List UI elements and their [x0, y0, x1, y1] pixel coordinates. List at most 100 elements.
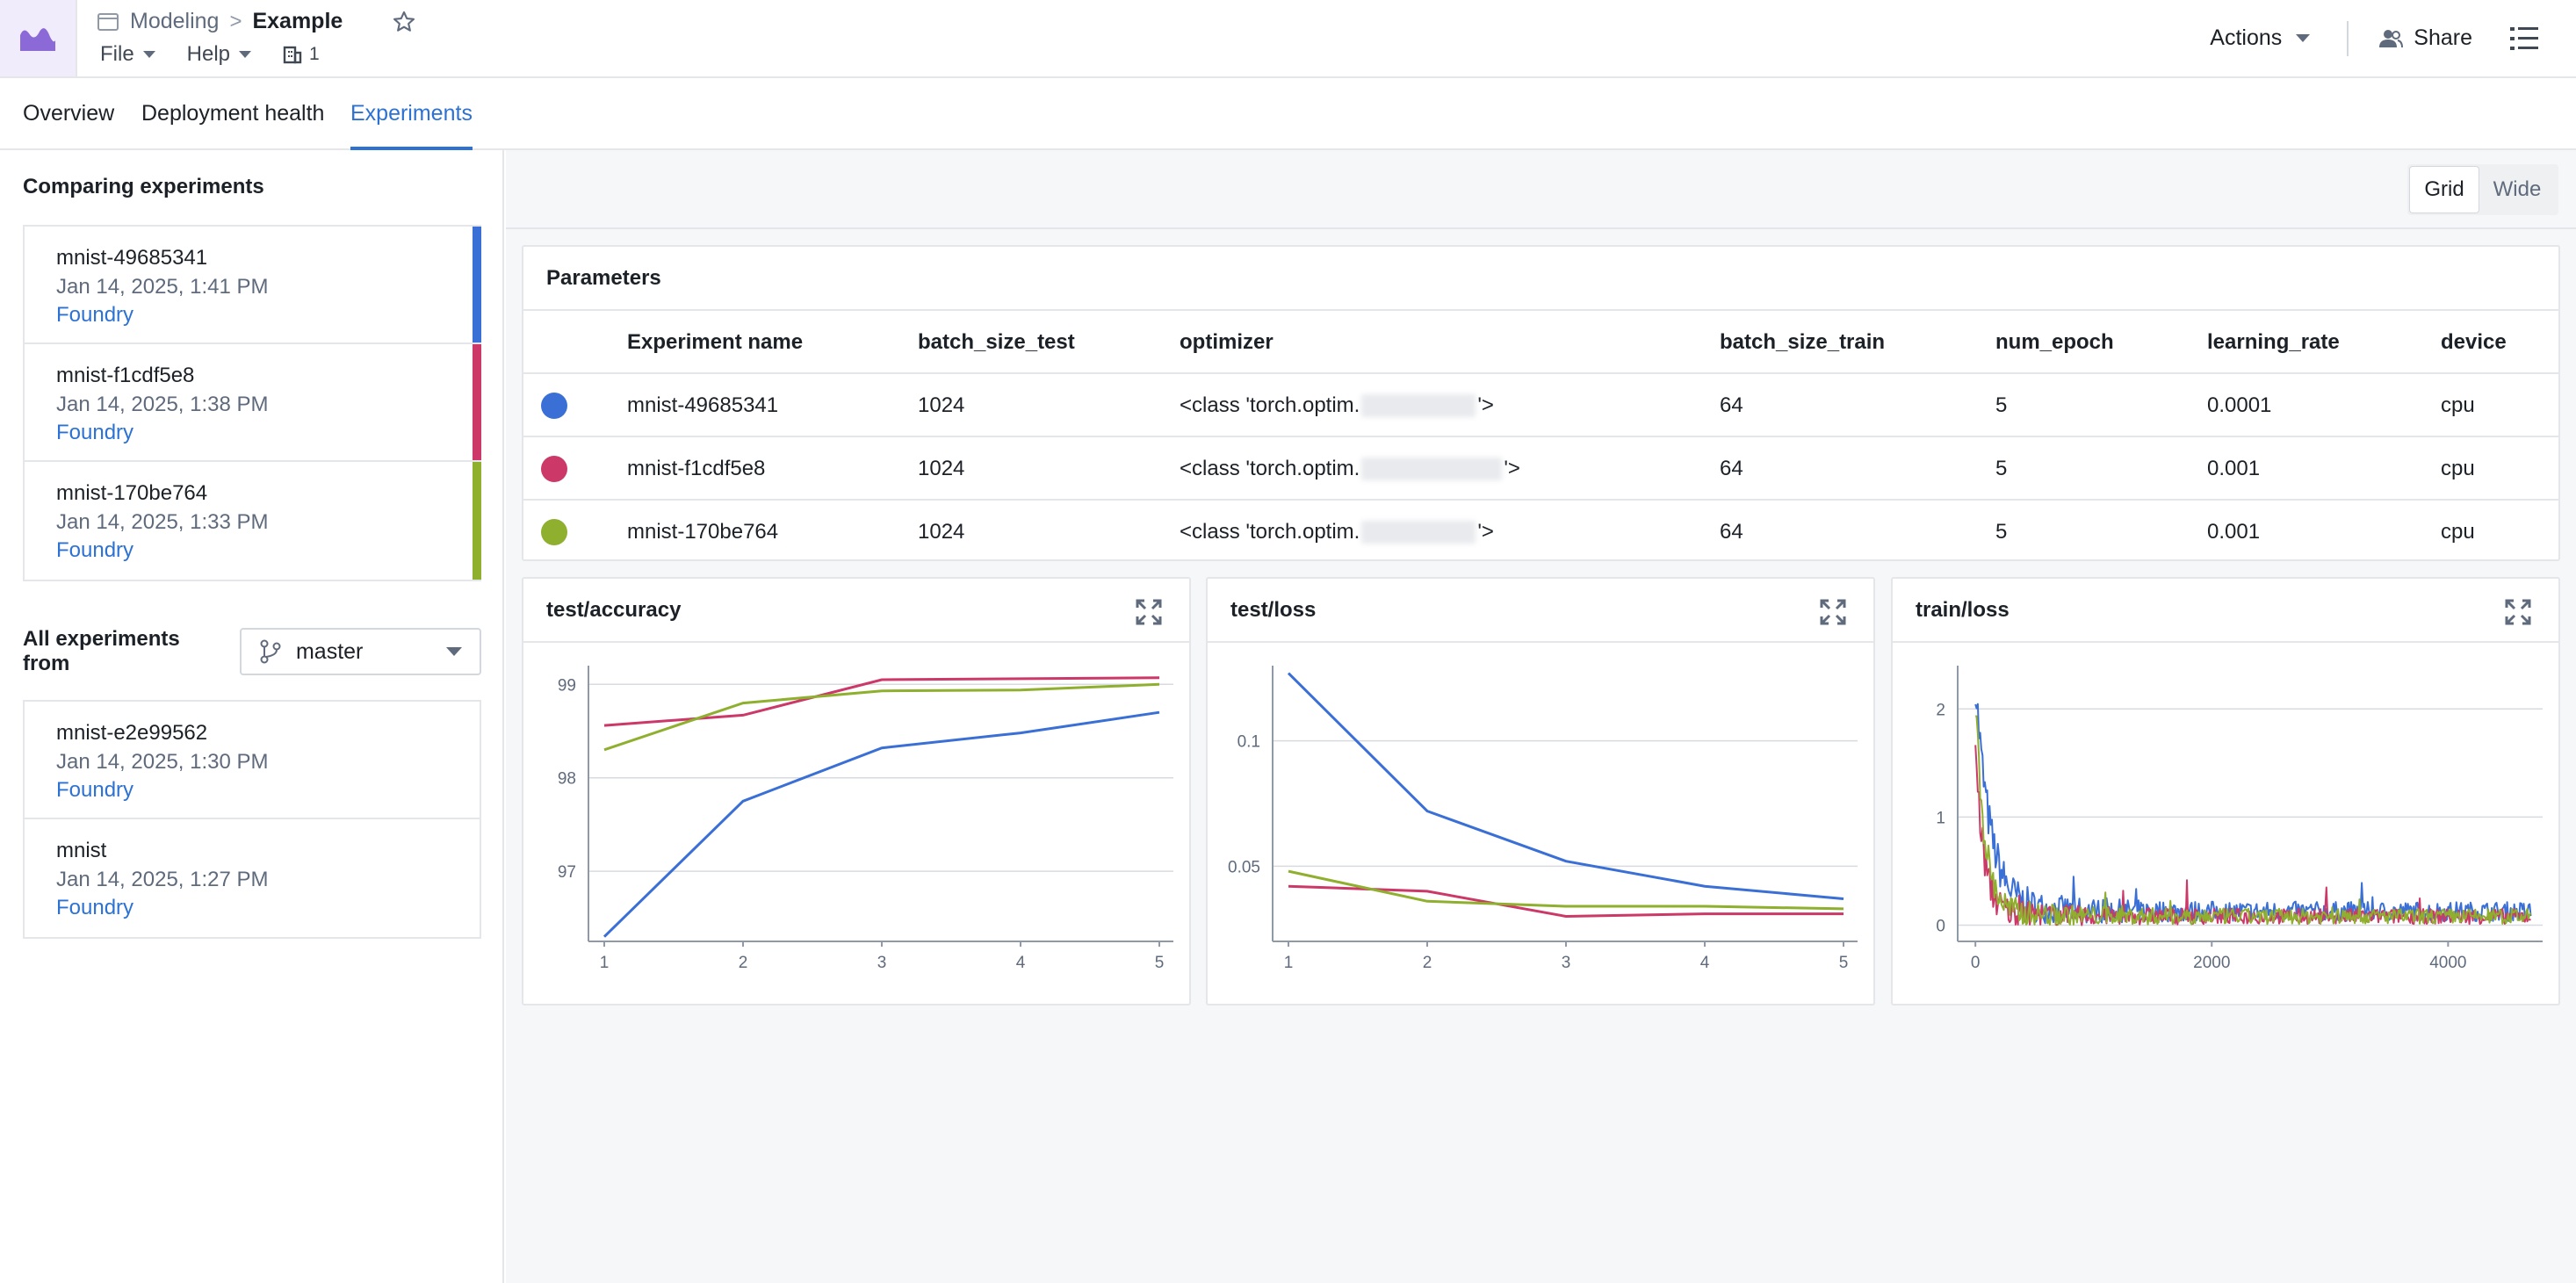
help-menu[interactable]: Help [186, 42, 252, 67]
test-loss-chart[interactable]: 0.05 0.1 1 2 3 4 5 [1208, 643, 1873, 1004]
branch-select[interactable]: master [239, 628, 481, 675]
share-button[interactable]: Share [2378, 25, 2472, 51]
series-color-bar [473, 227, 481, 342]
breadcrumb-module[interactable]: Modeling [130, 9, 220, 33]
x-tick-label: 4 [1700, 954, 1710, 972]
divider [523, 309, 2558, 311]
batch-size-train-cell: 64 [1720, 520, 1743, 544]
optimizer-suffix: '> [1477, 520, 1494, 544]
series-line[interactable] [1974, 703, 2532, 925]
experiment-source-link[interactable]: Foundry [56, 421, 134, 444]
x-tick-label: 2 [739, 954, 748, 972]
experiment-date: Jan 14, 2025, 1:27 PM [56, 868, 269, 891]
column-header: Experiment name [627, 330, 804, 354]
optimizer-cell: <class 'torch.optim. '> [1180, 374, 1494, 437]
experiment-name-cell: mnist-170be764 [627, 520, 779, 544]
properties-list-icon [2510, 26, 2538, 50]
table-row[interactable]: mnist-f1cdf5e8 1024 <class 'torch.optim.… [523, 437, 2558, 501]
experiment-source-link[interactable]: Foundry [56, 778, 134, 802]
star-icon[interactable] [392, 10, 416, 34]
comparing-heading: Comparing experiments [23, 175, 264, 198]
experiment-item[interactable]: mnist-e2e99562 Jan 14, 2025, 1:30 PM Fou… [25, 702, 480, 819]
top-bar: Modeling > Example File Help 1 Actions [0, 0, 2576, 78]
tab-overview[interactable]: Overview [23, 101, 115, 126]
learning-rate-cell: 0.0001 [2207, 393, 2272, 417]
divider [1208, 641, 1873, 643]
series-line[interactable] [603, 710, 1160, 938]
modeling-app-icon [20, 27, 55, 51]
file-menu[interactable]: File [100, 42, 155, 67]
optimizer-prefix: <class 'torch.optim. [1180, 393, 1360, 417]
batch-size-test-cell: 1024 [918, 457, 965, 480]
column-header: batch_size_test [918, 330, 1075, 354]
y-tick-label: 0 [1936, 918, 1945, 936]
tab-deployment-health[interactable]: Deployment health [141, 101, 325, 126]
x-tick-label: 5 [1839, 954, 1849, 972]
experiment-name: mnist-e2e99562 [56, 721, 208, 745]
test-accuracy-chart[interactable]: 97 98 99 1 2 3 4 5 [523, 643, 1189, 1004]
column-header: num_epoch [1995, 330, 2114, 354]
series-line[interactable] [1288, 884, 1844, 919]
caret-down-icon [446, 647, 462, 656]
view-toggle: Grid Wide [2407, 164, 2558, 215]
train-loss-chart[interactable]: 0 1 2 0 2000 4000 [1893, 643, 2558, 1004]
series-color-dot [541, 393, 567, 419]
experiment-date: Jan 14, 2025, 1:41 PM [56, 275, 269, 299]
expand-icon[interactable] [1819, 598, 1847, 626]
experiments-sidebar: Comparing experiments mnist-49685341 Jan… [0, 150, 504, 1283]
experiment-name-cell: mnist-f1cdf5e8 [627, 457, 766, 480]
chart-panel-test-loss: test/loss 0.05 0.1 1 2 3 4 5 [1206, 577, 1875, 1005]
experiment-source-link[interactable]: Foundry [56, 896, 134, 919]
help-menu-label: Help [186, 42, 231, 66]
x-tick-label: 4000 [2429, 954, 2466, 972]
people-icon [2379, 29, 2404, 47]
optimizer-suffix: '> [1504, 457, 1520, 480]
comparing-item[interactable]: mnist-170be764 Jan 14, 2025, 1:33 PM Fou… [25, 462, 481, 580]
expand-icon[interactable] [1135, 598, 1163, 626]
comparing-item[interactable]: mnist-f1cdf5e8 Jan 14, 2025, 1:38 PM Fou… [25, 344, 481, 462]
experiment-item[interactable]: mnist Jan 14, 2025, 1:27 PM Foundry [25, 819, 480, 937]
wide-view-button[interactable]: Wide [2493, 177, 2542, 201]
y-tick-label: 0.1 [1237, 733, 1260, 752]
experiment-date: Jan 14, 2025, 1:33 PM [56, 510, 269, 534]
properties-button[interactable] [2509, 25, 2539, 52]
series-line[interactable] [1287, 672, 1844, 900]
series-line[interactable] [1975, 715, 2532, 926]
series-color-dot [541, 519, 567, 545]
y-tick-label: 2 [1936, 701, 1945, 719]
device-cell: cpu [2441, 457, 2475, 480]
x-tick-label: 2 [1423, 954, 1432, 972]
batch-size-test-cell: 1024 [918, 520, 965, 544]
series-line[interactable] [603, 682, 1160, 752]
series-color-cell [541, 437, 567, 501]
comparing-item[interactable]: mnist-49685341 Jan 14, 2025, 1:41 PM Fou… [25, 227, 481, 344]
experiment-name: mnist-49685341 [56, 246, 208, 270]
grid-view-button[interactable]: Grid [2410, 167, 2479, 213]
experiment-source-link[interactable]: Foundry [56, 303, 134, 327]
tab-experiments[interactable]: Experiments [350, 101, 473, 150]
experiment-source-link[interactable]: Foundry [56, 538, 134, 562]
y-tick-label: 97 [558, 863, 576, 882]
table-row[interactable]: mnist-49685341 1024 <class 'torch.optim.… [523, 374, 2558, 437]
device-cell: cpu [2441, 520, 2475, 544]
num-epoch-cell: 5 [1995, 457, 2008, 480]
actions-button[interactable]: Actions [2210, 25, 2311, 51]
y-tick-label: 99 [558, 676, 576, 695]
all-experiments-row: All experiments from master [23, 627, 481, 676]
expand-icon[interactable] [2504, 598, 2532, 626]
series-color-bar [473, 462, 481, 580]
organization-count: 1 [309, 44, 320, 64]
organization-badge[interactable]: 1 [283, 44, 320, 65]
app-logo[interactable] [0, 0, 77, 76]
x-tick-label: 1 [600, 954, 610, 972]
table-row[interactable]: mnist-170be764 1024 <class 'torch.optim.… [523, 501, 2558, 564]
optimizer-suffix: '> [1477, 393, 1494, 417]
series-color-bar [473, 344, 481, 460]
series-color-cell [541, 374, 567, 437]
redacted-text [1361, 458, 1503, 480]
breadcrumb: Modeling > Example [97, 9, 416, 34]
column-header: device [2441, 330, 2507, 354]
actions-label: Actions [2210, 25, 2283, 50]
table-header-row: Experiment name batch_size_test optimize… [523, 311, 2558, 374]
series-line[interactable] [1288, 869, 1844, 911]
